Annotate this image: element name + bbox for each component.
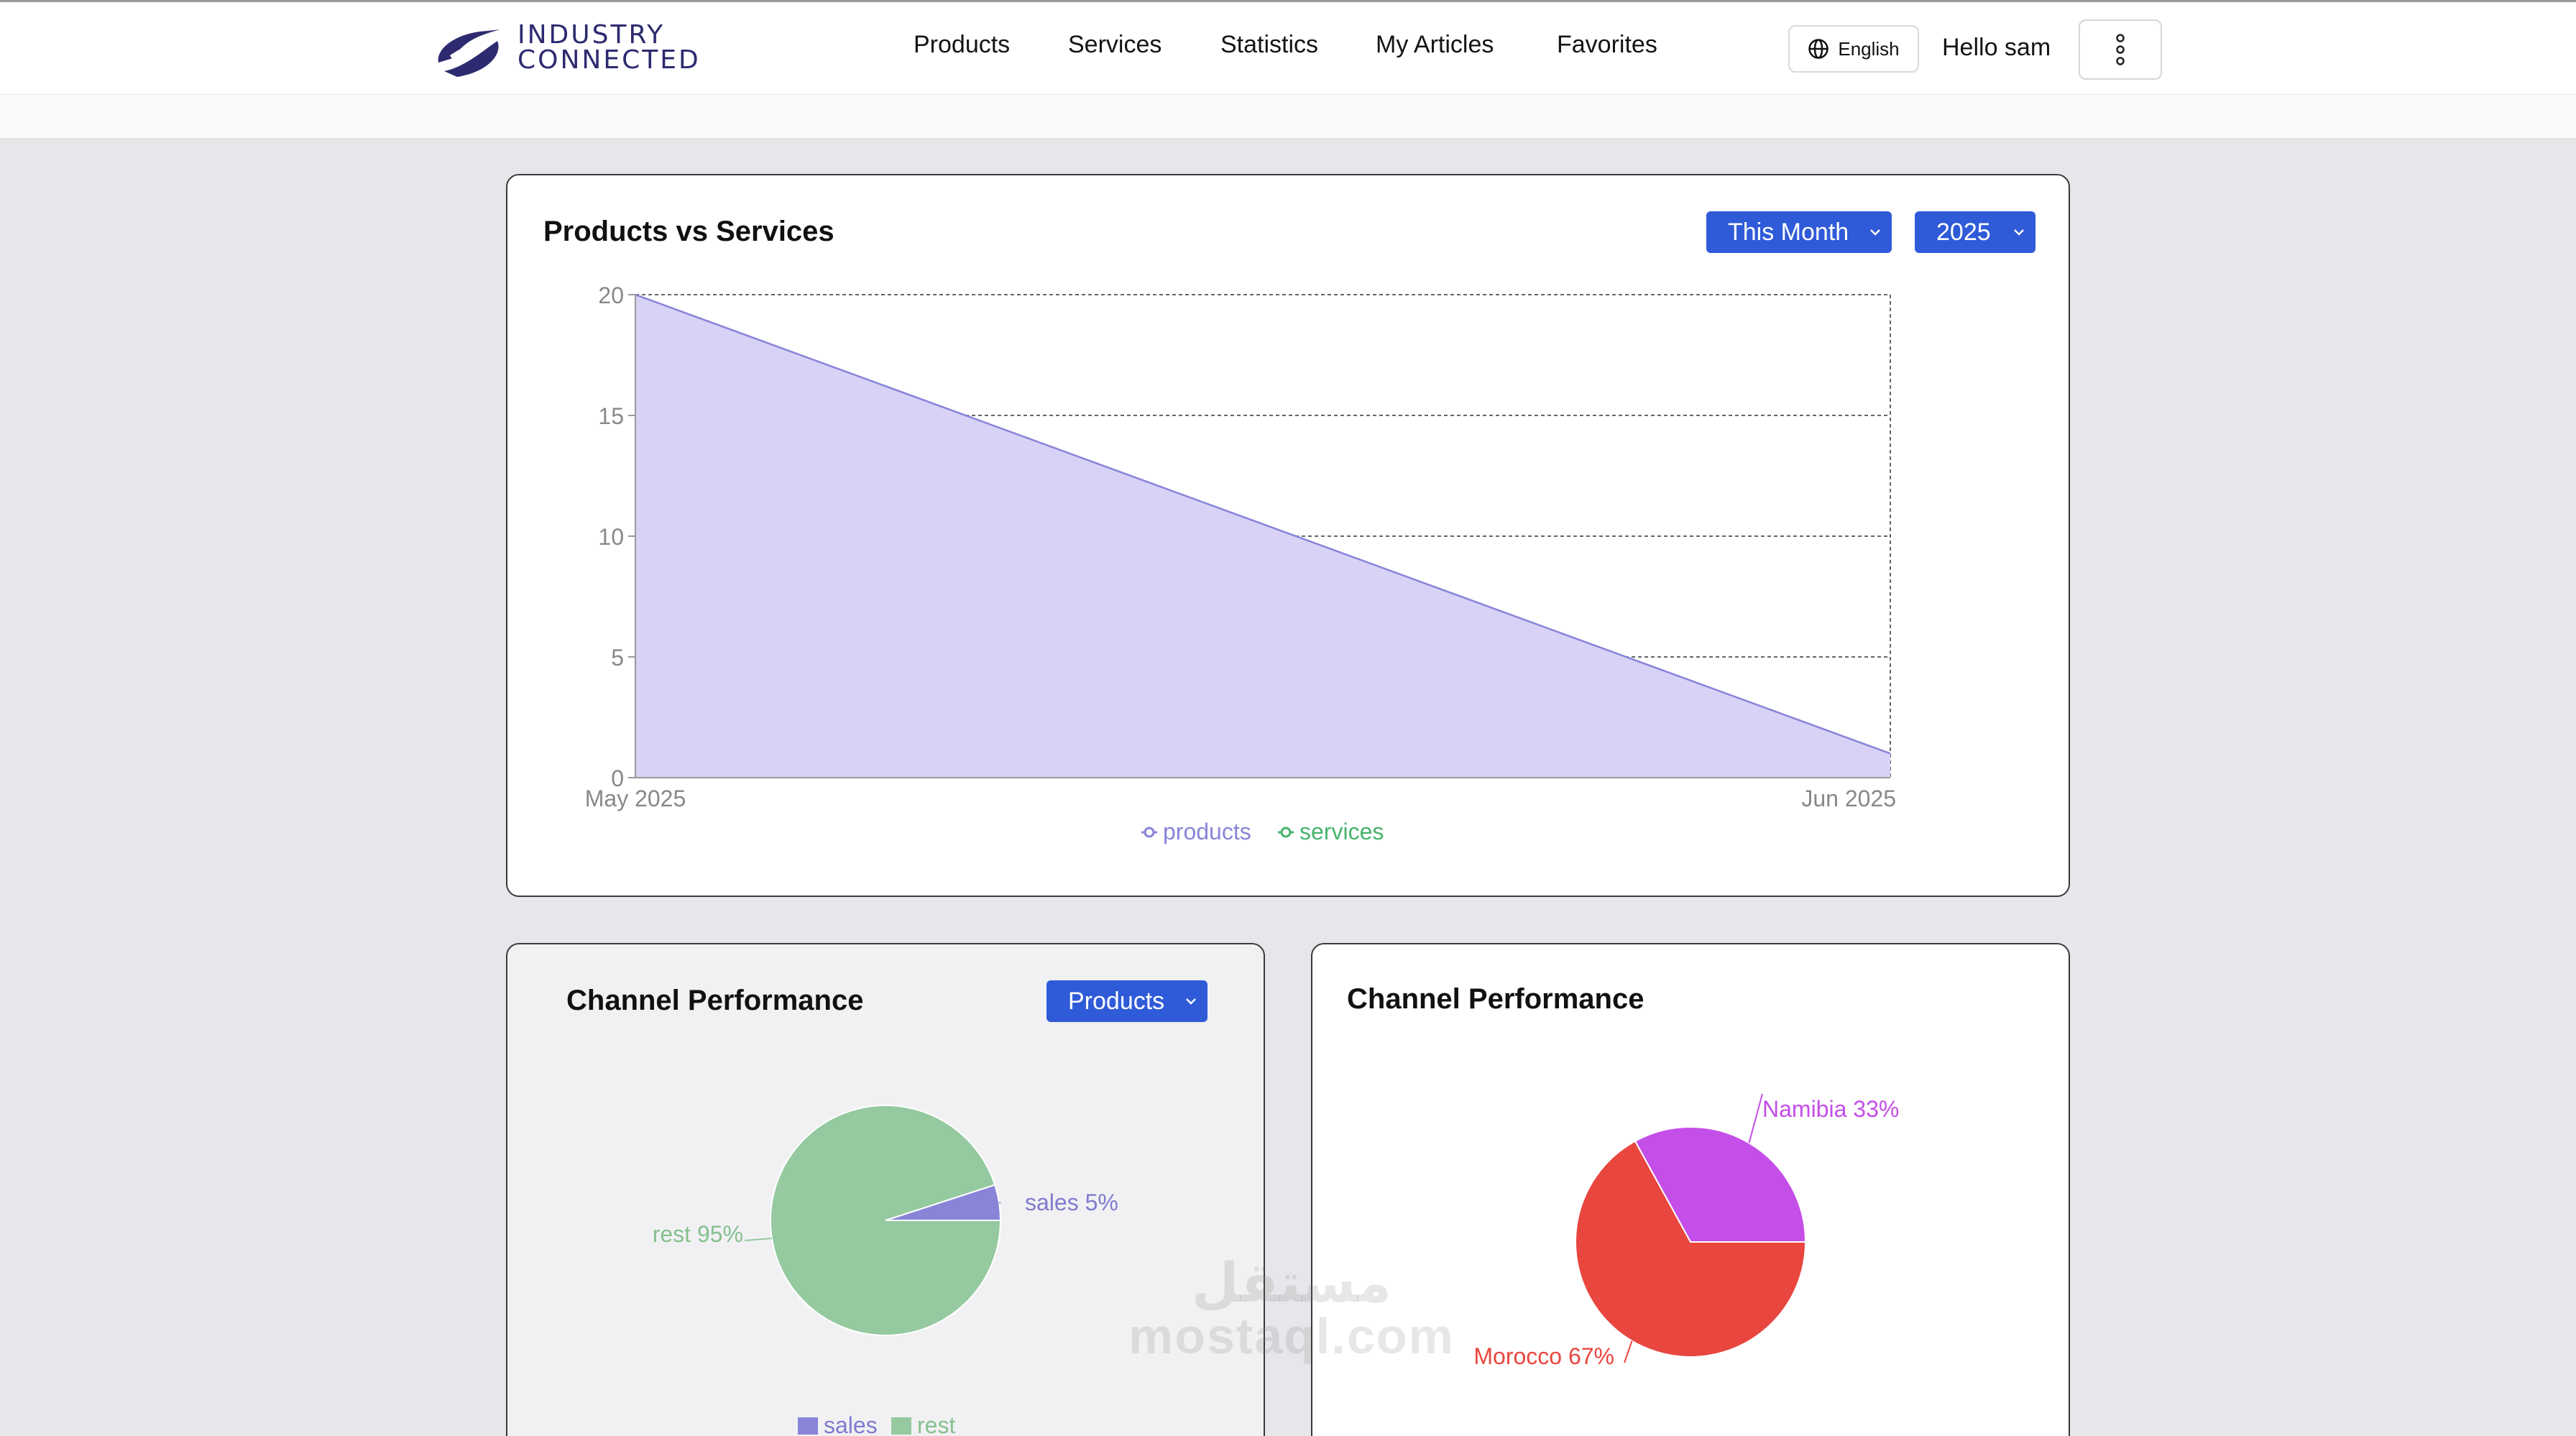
legend-marker-dot xyxy=(1144,827,1155,838)
nav-statistics[interactable]: Statistics xyxy=(1220,31,1319,58)
series-products-area xyxy=(635,295,1890,778)
logo-line-industry: INDUSTRY xyxy=(518,20,666,50)
channel-performance-countries-card: Channel Performance Namibia 33% Morocco 6… xyxy=(1311,943,2070,1436)
pie-label-leader xyxy=(1624,1340,1633,1363)
card-title: Channel Performance xyxy=(566,985,864,1016)
card-title: Channel Performance xyxy=(1347,983,1644,1015)
pie-slice-label: sales 5% xyxy=(1025,1189,1118,1215)
logo-line-connected: CONNECTED xyxy=(518,45,701,75)
sub-header-strip xyxy=(0,95,2576,139)
legend-label: services xyxy=(1300,819,1384,844)
nav-products[interactable]: Products xyxy=(914,31,1011,58)
pie-label-leader xyxy=(998,1202,1001,1204)
channel-type-select-value: Products xyxy=(1068,987,1165,1015)
more-options-button[interactable] xyxy=(2079,19,2162,80)
y-tick-label: 15 xyxy=(598,403,624,429)
channel-performance-products-card: Channel Performance Products sales 5% res… xyxy=(506,943,1265,1436)
pie-slice-label: Namibia 33% xyxy=(1762,1096,1899,1122)
industry-connected-logo[interactable]: INDUSTRY CONNECTED xyxy=(428,19,759,81)
y-tick-label: 5 xyxy=(611,645,624,671)
vertical-dots-icon xyxy=(2116,34,2125,65)
country-pie-chart: Namibia 33% Morocco 67% xyxy=(1473,1093,1899,1369)
products-vs-services-card: Products vs Services This Month 2025 0 5 1… xyxy=(506,174,2070,897)
period-select[interactable]: This Month xyxy=(1706,211,1892,253)
series-products-line xyxy=(635,293,1891,755)
legend-swatch-sales xyxy=(798,1417,818,1435)
language-selector-button[interactable]: English xyxy=(1788,25,1919,73)
y-tick-label: 0 xyxy=(611,765,624,791)
legend-label: sales xyxy=(824,1412,878,1436)
top-navigation-bar: INDUSTRY CONNECTED Products Services Sta… xyxy=(0,0,2576,95)
pie-slice-morocco xyxy=(1575,1140,1807,1358)
chevron-down-icon xyxy=(1870,229,1880,236)
pie-label-leader xyxy=(744,1238,773,1241)
nav-favorites[interactable]: Favorites xyxy=(1557,31,1657,58)
watermark-latin: mostaql.com xyxy=(1128,1308,1455,1364)
card-title: Products vs Services xyxy=(543,216,834,247)
user-greeting: Hello sam xyxy=(1942,34,2051,61)
y-tick-label: 20 xyxy=(598,282,624,308)
language-label: English xyxy=(1838,37,1900,60)
channel-type-select[interactable]: Products xyxy=(1046,980,1208,1022)
pie-slice-rest xyxy=(770,1105,1002,1336)
legend-marker-dot xyxy=(1280,827,1292,838)
year-select[interactable]: 2025 xyxy=(1915,211,2036,253)
legend-swatch-rest xyxy=(891,1417,911,1435)
x-tick-label: May 2025 xyxy=(585,786,686,811)
sales-pie-chart: sales 5% rest 95% sales rest xyxy=(653,1105,1118,1436)
y-tick-label: 10 xyxy=(598,524,624,550)
pie-label-leader xyxy=(1748,1093,1763,1143)
logo-wordmark: INDUSTRY CONNECTED xyxy=(518,22,701,73)
period-select-value: This Month xyxy=(1728,218,1849,246)
pie-slice-label: rest 95% xyxy=(653,1221,743,1247)
logo-mark-icon xyxy=(438,29,500,77)
legend-label: products xyxy=(1163,819,1251,844)
globe-icon xyxy=(1808,39,1829,59)
legend-label: rest xyxy=(917,1412,955,1436)
chevron-down-icon xyxy=(2014,229,2024,236)
area-chart: 0 5 10 15 20 May 2025 Jun 2025 products services xyxy=(585,282,1896,844)
pie-slice-label: Morocco 67% xyxy=(1473,1343,1614,1369)
year-select-value: 2025 xyxy=(1936,218,1991,246)
nav-my-articles[interactable]: My Articles xyxy=(1376,31,1494,58)
chevron-down-icon xyxy=(1186,998,1196,1005)
watermark-arabic: مستقل xyxy=(1191,1253,1392,1314)
watermark: مستقل mostaql.com xyxy=(1128,1251,1455,1365)
nav-services[interactable]: Services xyxy=(1068,31,1162,58)
x-tick-label: Jun 2025 xyxy=(1801,786,1896,811)
